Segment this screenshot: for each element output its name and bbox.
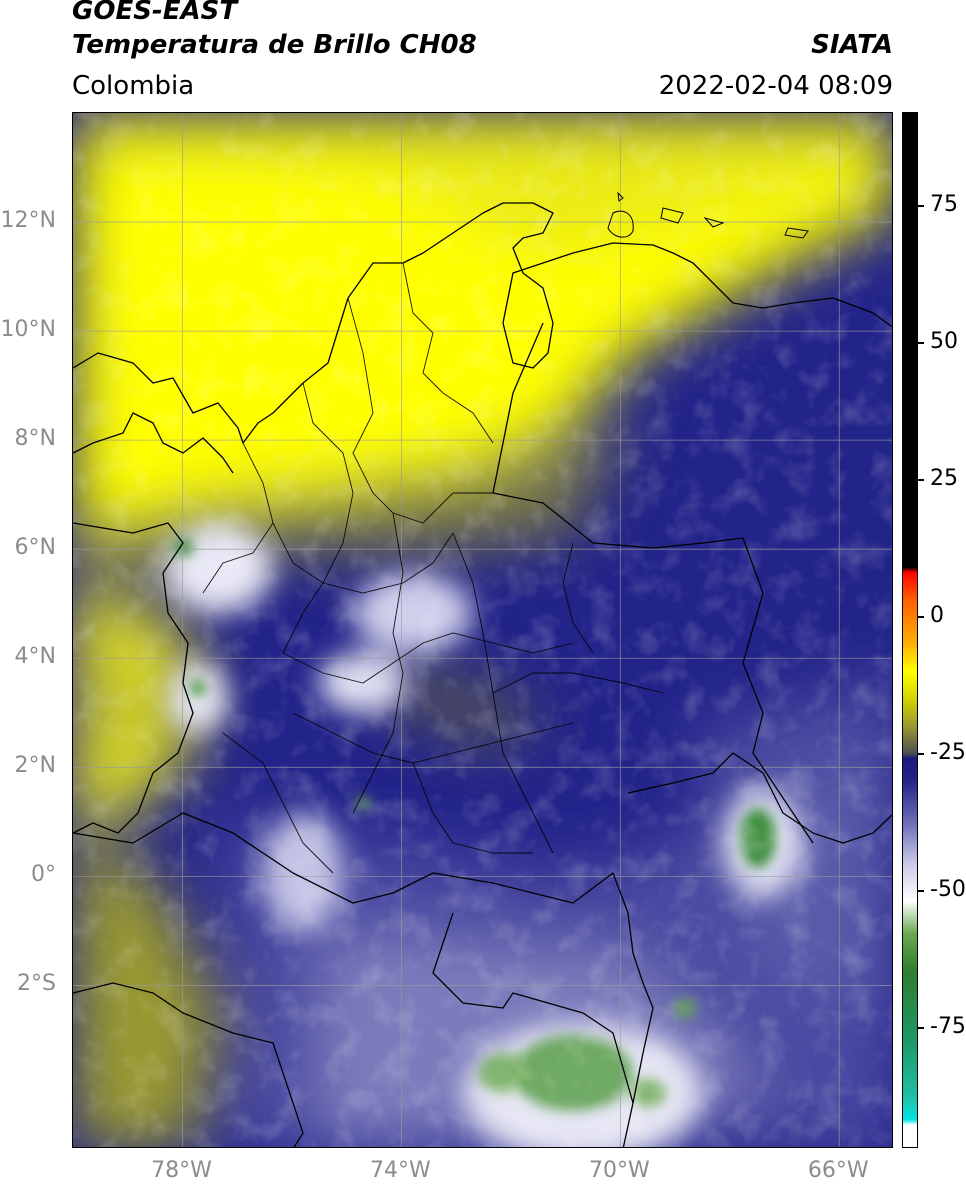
graticule (73, 113, 892, 1147)
cloud-texture (73, 113, 892, 1147)
colorbar-tick-label: -25 (930, 740, 966, 766)
latitude-tick-label: 0° (31, 862, 56, 888)
longitude-tick-label: 74°W (370, 1158, 431, 1183)
colorbar-tick-mark (918, 890, 924, 892)
pacific-coastline (73, 522, 194, 834)
colorbar-tick-label: 0 (930, 603, 944, 629)
latitude-tick-label: 10°N (0, 317, 56, 343)
latitude-tick-label: 8°N (14, 426, 56, 452)
colorbar-tick-mark (918, 616, 924, 618)
product-title: Temperatura de Brillo CH08 (72, 30, 477, 60)
colorbar-tick-label: 25 (930, 466, 958, 492)
colorbar-tick-label: -50 (930, 877, 966, 903)
colorbar-tick-mark (918, 479, 924, 481)
islands (607, 191, 809, 239)
panama-isthmus (73, 412, 234, 474)
latitude-tick-label: 2°N (14, 753, 56, 779)
latitude-tick-label: 6°N (14, 535, 56, 561)
latitude-tick-label: 2°S (17, 971, 56, 997)
satellite-map[interactable] (72, 112, 893, 1148)
colorbar-tick-label: -75 (930, 1014, 966, 1040)
colorbar-tick-mark (918, 1027, 924, 1029)
colombia-border-east (492, 322, 814, 844)
longitude-tick-label: 78°W (151, 1158, 212, 1183)
latitude-tick-label: 4°N (14, 644, 56, 670)
longitude-tick-label: 66°W (807, 1158, 869, 1183)
colorbar-tick-mark (918, 205, 924, 207)
colombia-border-southwest (432, 912, 634, 1104)
colorbar-tick-label: 75 (930, 192, 958, 218)
colorbar-tick-label: 50 (930, 329, 958, 355)
colorbar-tick-mark (918, 753, 924, 755)
map-canvas (73, 113, 892, 1147)
ecuador-peru-border (73, 982, 304, 1147)
venezuela-brazil-border (627, 752, 892, 844)
colorbar-tick-mark (918, 342, 924, 344)
latitude-tick-label: 12°N (0, 208, 56, 234)
datetime-label: 2022-02-04 08:09 (658, 71, 893, 101)
longitude-tick-label: 70°W (588, 1158, 650, 1183)
source-label: SIATA (811, 30, 893, 60)
caribbean-coastline (73, 202, 892, 444)
satellite-title: GOES-EAST (72, 0, 238, 26)
department-borders (202, 262, 664, 874)
region-label: Colombia (72, 71, 195, 101)
colorbar (902, 112, 918, 1148)
